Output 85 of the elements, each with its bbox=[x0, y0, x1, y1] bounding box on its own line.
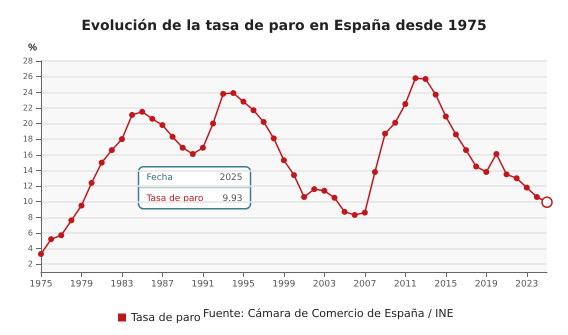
point bbox=[311, 186, 318, 192]
point bbox=[342, 208, 348, 215]
point bbox=[230, 90, 236, 96]
y-tick-label: 18 bbox=[22, 134, 33, 144]
y-tick-label: 2 bbox=[28, 260, 33, 269]
point bbox=[392, 120, 398, 126]
point bbox=[250, 107, 257, 114]
point bbox=[270, 135, 277, 142]
x-tick-label: 1999 bbox=[272, 280, 296, 290]
point bbox=[321, 188, 328, 194]
annotation: Fecha bbox=[146, 172, 173, 183]
point bbox=[139, 108, 146, 115]
point bbox=[442, 113, 449, 120]
y-tick-label: 20 bbox=[22, 119, 33, 128]
point bbox=[291, 172, 297, 178]
point bbox=[38, 251, 44, 258]
y-tick-label: 6 bbox=[28, 228, 33, 238]
legend-label: Tasa de paro bbox=[130, 311, 201, 324]
point bbox=[200, 144, 206, 151]
point bbox=[170, 134, 176, 140]
point bbox=[432, 92, 439, 98]
point bbox=[78, 202, 84, 209]
y-tick-label: 24 bbox=[22, 88, 33, 97]
point bbox=[180, 144, 186, 151]
x-tick-label: 1995 bbox=[232, 280, 255, 290]
x-tick-label: 1979 bbox=[70, 280, 94, 290]
y-tick-label: 4 bbox=[28, 244, 33, 254]
point bbox=[524, 184, 530, 191]
point bbox=[452, 131, 459, 138]
point bbox=[48, 236, 54, 242]
point bbox=[422, 76, 429, 82]
y-axis-title: % bbox=[28, 42, 38, 54]
x-tick-label: 2023 bbox=[515, 280, 538, 290]
point bbox=[129, 112, 136, 118]
point bbox=[382, 130, 388, 137]
x-tick-label: 2007 bbox=[353, 280, 376, 290]
point bbox=[118, 136, 125, 142]
point bbox=[362, 210, 368, 216]
point bbox=[260, 118, 267, 125]
point bbox=[483, 168, 490, 175]
point bbox=[301, 194, 308, 200]
y-tick-label: 28 bbox=[22, 56, 33, 66]
y-tick-label: 26 bbox=[22, 72, 33, 82]
point bbox=[280, 157, 287, 164]
chart-title: Evolución de la tasa de paro en España desde 1975 bbox=[81, 18, 487, 34]
source-note: Fuente: Cámara de Comercio de España / INE bbox=[203, 307, 454, 320]
point bbox=[240, 98, 246, 105]
point bbox=[504, 171, 510, 178]
point bbox=[493, 151, 500, 157]
y-tick-label: 12 bbox=[22, 182, 33, 191]
point bbox=[159, 122, 166, 128]
y-tick-label: 14 bbox=[22, 166, 33, 175]
point bbox=[58, 232, 64, 238]
x-tick-label: 1983 bbox=[110, 280, 134, 290]
point bbox=[412, 75, 418, 82]
annotation: Tasa de paro bbox=[146, 194, 204, 204]
point bbox=[463, 147, 470, 154]
x-tick-label: 2003 bbox=[312, 280, 336, 290]
x-tick-label: 2019 bbox=[474, 280, 498, 290]
annotation: 2025 bbox=[220, 172, 242, 183]
y-tick-label: 10 bbox=[22, 197, 33, 206]
point bbox=[534, 194, 540, 200]
x-tick-label: 2015 bbox=[434, 280, 458, 290]
point bbox=[402, 100, 408, 107]
x-tick-label: 1987 bbox=[150, 280, 174, 290]
point bbox=[473, 164, 480, 170]
point bbox=[514, 175, 520, 182]
point bbox=[190, 151, 196, 157]
point bbox=[108, 147, 115, 154]
point bbox=[149, 116, 156, 122]
point bbox=[352, 212, 358, 218]
point bbox=[210, 120, 216, 127]
x-tick-label: 1975 bbox=[30, 280, 52, 290]
point bbox=[68, 217, 74, 224]
point bbox=[331, 194, 338, 201]
x-tick-label: 1991 bbox=[191, 280, 214, 290]
x-tick-label: 2011 bbox=[394, 280, 417, 290]
point bbox=[220, 90, 226, 97]
y-tick-label: 8 bbox=[28, 212, 33, 222]
y-tick-label: 16 bbox=[22, 150, 33, 160]
point bbox=[98, 160, 105, 166]
y-tick-label: 22 bbox=[22, 103, 33, 112]
annotation: 9,93 bbox=[222, 194, 242, 204]
point bbox=[88, 180, 95, 186]
point bbox=[372, 168, 378, 175]
